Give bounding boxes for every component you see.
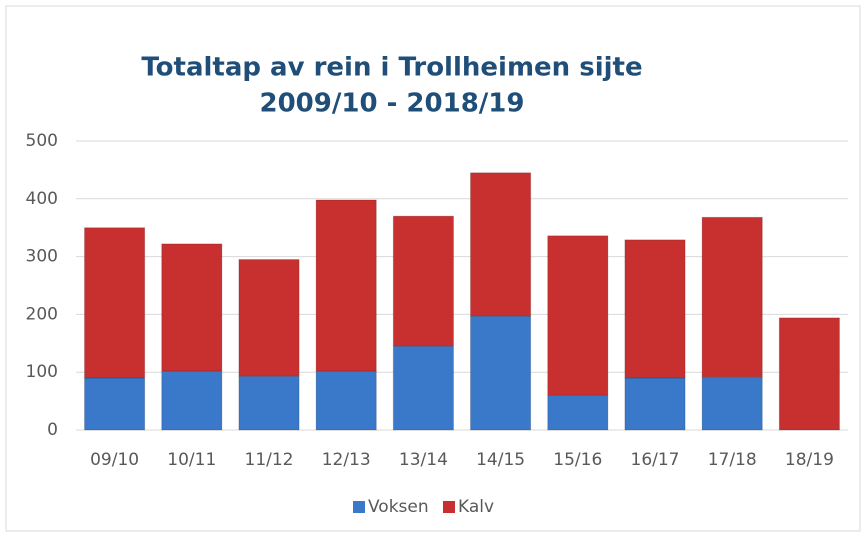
x-tick-label: 14/15: [476, 450, 525, 470]
bar-segment: [392, 215, 455, 347]
x-tick-label: 13/14: [399, 450, 448, 470]
legend-label: Kalv: [458, 497, 494, 517]
chart-title: Totaltap av rein i Trollheimen sijte: [141, 53, 642, 83]
bar-segment: [161, 243, 223, 372]
x-tick-label: 15/16: [553, 450, 602, 470]
bar-segment: [701, 216, 763, 378]
y-tick-label: 0: [47, 420, 58, 440]
x-tick-label: 17/18: [708, 450, 757, 470]
chart-title: 2009/10 - 2018/19: [260, 89, 525, 119]
legend-swatch: [353, 501, 365, 513]
bar-segment: [238, 258, 300, 377]
y-tick-label: 400: [26, 189, 58, 209]
bar-segment: [701, 376, 763, 431]
bar-segment: [392, 345, 455, 431]
legend-label: Voksen: [368, 497, 429, 517]
y-tick-label: 300: [26, 247, 58, 267]
x-tick-label: 12/13: [322, 450, 371, 470]
x-tick-label: 11/12: [245, 450, 294, 470]
bar-segment: [469, 172, 532, 317]
y-tick-label: 500: [26, 131, 58, 151]
x-tick-label: 10/11: [167, 450, 216, 470]
bar-segment: [547, 235, 609, 396]
bar-segment: [83, 377, 146, 431]
bar-segment: [238, 375, 300, 431]
x-tick-label: 16/17: [631, 450, 680, 470]
bar-segment: [315, 199, 377, 372]
bar-segment: [624, 377, 686, 431]
bar-segment: [778, 317, 841, 431]
bar-segment: [547, 394, 609, 431]
x-tick-label: 09/10: [90, 450, 139, 470]
bar-segment: [315, 370, 377, 431]
bar-segment: [83, 227, 146, 379]
y-tick-label: 200: [26, 304, 58, 324]
y-tick-label: 100: [26, 362, 58, 382]
bar-segment: [624, 239, 686, 379]
x-tick-label: 18/19: [785, 450, 834, 470]
bar-segment: [161, 370, 223, 431]
bar-segment: [469, 315, 532, 431]
legend-swatch: [443, 501, 455, 513]
